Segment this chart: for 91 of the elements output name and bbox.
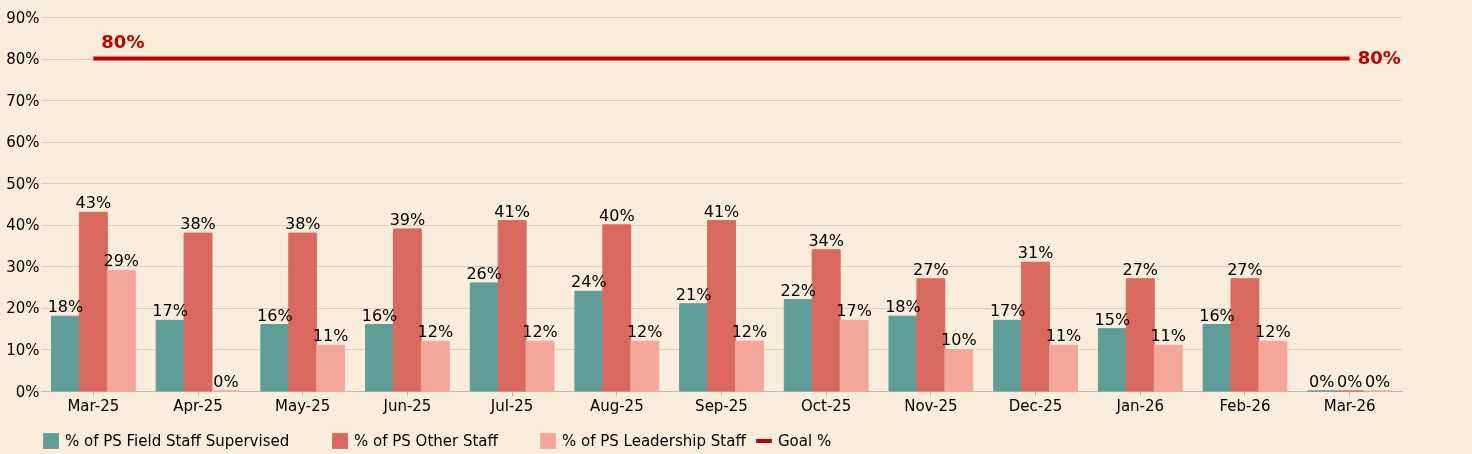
data-label: 17%	[152, 301, 188, 321]
x-tick-label: May-25	[275, 396, 331, 415]
y-tick-label: 10%	[6, 340, 40, 359]
data-label: 0%	[213, 372, 239, 391]
data-label: 22%	[780, 280, 817, 300]
bar	[155, 319, 185, 392]
bar	[1153, 344, 1183, 392]
data-label: 80%	[1357, 46, 1401, 68]
data-label: 12%	[1255, 322, 1291, 342]
data-label: 40%	[599, 205, 635, 225]
y-tick-label: 0%	[15, 382, 40, 401]
y-tick-label: 90%	[6, 8, 40, 27]
bar	[106, 269, 136, 392]
bar	[1049, 344, 1078, 392]
bar	[783, 299, 813, 392]
data-label: 15%	[1094, 309, 1131, 329]
bar	[574, 290, 604, 392]
x-tick-label: Sep-25	[695, 396, 748, 415]
bar	[679, 303, 709, 392]
data-label: 18%	[47, 297, 84, 317]
data-label: 12%	[417, 322, 454, 342]
data-label: 27%	[1122, 259, 1159, 279]
data-label: 38%	[284, 214, 321, 234]
data-label: 16%	[257, 305, 293, 325]
data-label: 0%	[1336, 372, 1363, 391]
legend-label: % of PS Other Staff	[354, 432, 499, 450]
data-label: 12%	[731, 322, 768, 342]
data-label: 11%	[1045, 326, 1082, 346]
bar	[1097, 328, 1127, 392]
bar	[1202, 324, 1232, 392]
data-label: 34%	[808, 230, 844, 250]
legend-label: % of PS Field Staff Supervised	[65, 432, 290, 450]
data-label: 41%	[703, 201, 740, 221]
data-label: 27%	[913, 259, 949, 279]
x-tick-label: Aug-25	[589, 396, 644, 415]
bar	[944, 348, 974, 392]
x-tick-label: Jan-26	[1115, 396, 1165, 415]
bar	[420, 340, 450, 392]
data-label: 29%	[103, 251, 140, 271]
legend-label: % of PS Leadership Staff	[562, 432, 747, 450]
bar	[525, 340, 555, 392]
data-label: 11%	[1150, 326, 1186, 346]
data-label: 0%	[1309, 372, 1335, 391]
bar	[365, 324, 394, 392]
y-tick-label: 20%	[6, 299, 40, 318]
bar	[260, 324, 290, 392]
bar	[839, 319, 869, 392]
bar	[316, 344, 346, 392]
bar	[50, 315, 80, 392]
data-label: 43%	[75, 193, 112, 213]
data-label: 41%	[494, 201, 530, 221]
data-label: 21%	[675, 284, 712, 304]
x-tick-label: Jun-25	[382, 396, 432, 415]
y-tick-label: 30%	[6, 257, 40, 276]
data-label: 0%	[1364, 372, 1391, 391]
x-tick-label: Jul-25	[489, 396, 534, 415]
y-tick-label: 80%	[6, 50, 40, 69]
y-tick-label: 60%	[6, 133, 40, 152]
data-label: 31%	[1017, 243, 1054, 263]
data-label: 12%	[626, 322, 663, 342]
data-label: 39%	[389, 209, 426, 229]
y-tick-label: 40%	[6, 216, 40, 235]
data-label: 38%	[180, 214, 216, 234]
x-tick-label: Mar-25	[67, 396, 120, 415]
bar	[734, 340, 764, 392]
data-label: 26%	[466, 263, 502, 283]
bar	[630, 340, 660, 392]
data-label: 17%	[836, 301, 872, 321]
data-label: 10%	[941, 330, 977, 350]
data-label: 12%	[522, 322, 558, 342]
x-tick-label: Feb-26	[1219, 396, 1271, 415]
x-tick-label: Mar-26	[1323, 396, 1376, 415]
data-label: 11%	[312, 326, 349, 346]
bar	[1258, 340, 1288, 392]
x-tick-label: Nov-25	[904, 396, 958, 415]
data-label: 18%	[885, 297, 921, 317]
data-label: 16%	[361, 305, 398, 325]
x-tick-label: Oct-25	[800, 396, 852, 415]
x-tick-label: Apr-25	[173, 396, 223, 415]
y-tick-label: 50%	[6, 174, 40, 193]
data-label: 80%	[101, 30, 145, 52]
bar	[888, 315, 918, 392]
data-label: 24%	[571, 272, 607, 292]
x-tick-label: Dec-25	[1008, 396, 1063, 415]
legend-label: Goal %	[778, 432, 832, 450]
data-label: 17%	[989, 301, 1026, 321]
data-label: 16%	[1199, 305, 1235, 325]
bar	[993, 319, 1023, 392]
y-tick-label: 70%	[6, 91, 40, 110]
bar	[469, 282, 499, 392]
data-label: 27%	[1227, 259, 1263, 279]
